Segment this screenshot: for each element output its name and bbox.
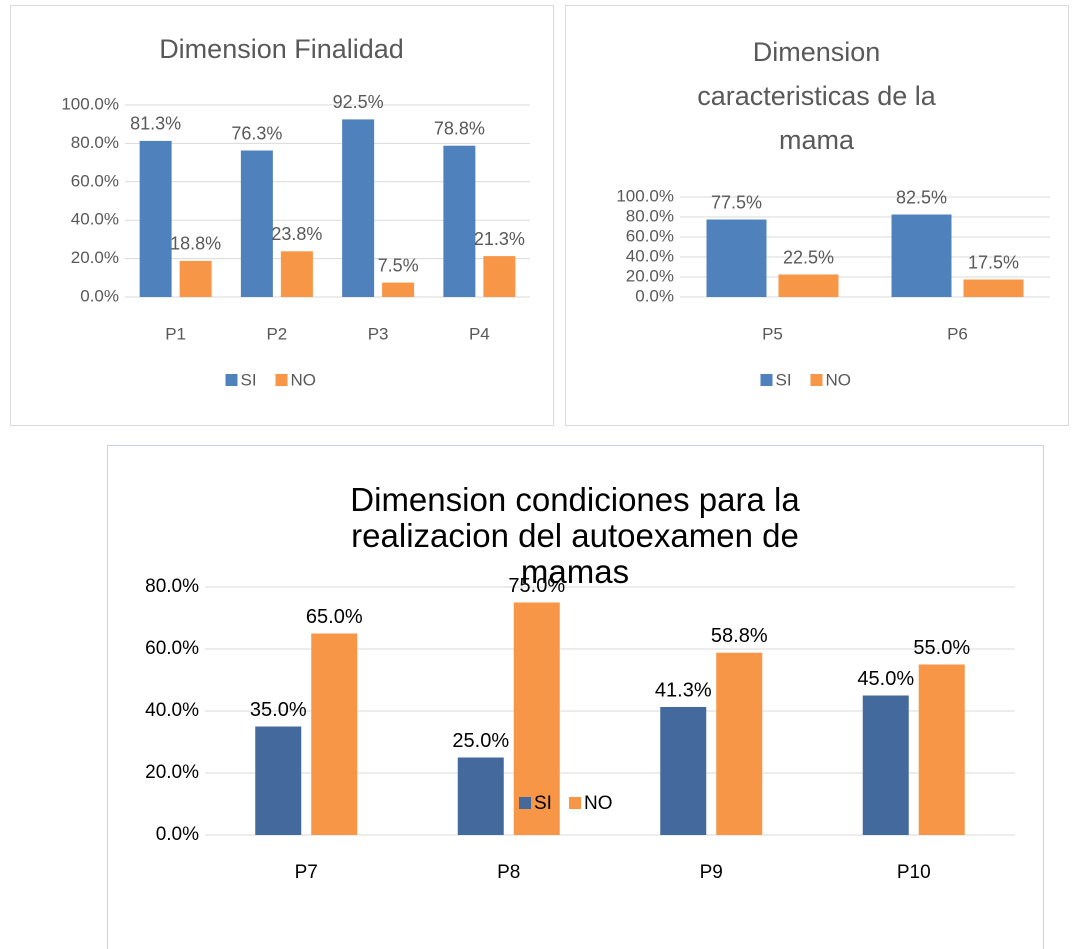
legend-label: SI [776, 370, 792, 389]
data-label: 23.8% [271, 224, 322, 244]
legend-label: SI [534, 793, 552, 814]
bar [483, 256, 516, 297]
legend-swatch [810, 374, 823, 386]
chart-frame [10, 5, 554, 426]
bar [963, 279, 1024, 297]
chart-frame [565, 5, 1069, 426]
data-label: 82.5% [896, 187, 947, 207]
legend-label: SI [241, 370, 257, 389]
y-tick-label: 40.0% [626, 246, 674, 265]
bar [255, 726, 302, 835]
bar [660, 706, 707, 835]
bar [891, 214, 952, 297]
legend-label: NO [291, 370, 317, 389]
data-label: 35.0% [250, 699, 307, 721]
bar [280, 251, 313, 297]
data-label: 75.0% [508, 575, 565, 597]
data-label: 76.3% [231, 123, 282, 143]
chart-frame [107, 445, 1044, 949]
x-tick-label: P1 [165, 324, 186, 343]
y-tick-label: 80.0% [145, 576, 199, 597]
y-tick-label: 100.0% [61, 94, 119, 113]
x-tick-label: P10 [897, 862, 931, 883]
bar [443, 145, 476, 297]
bar [716, 652, 763, 835]
legend-label: NO [584, 793, 613, 814]
data-label: 78.8% [434, 118, 485, 138]
bar [382, 282, 415, 297]
bar [513, 602, 560, 835]
y-tick-label: 40.0% [145, 700, 199, 721]
data-label: 77.5% [711, 192, 762, 212]
chart-title: Dimension condiciones para la realizacio… [350, 481, 800, 590]
data-label: 17.5% [968, 252, 1019, 272]
y-tick-label: 0.0% [635, 286, 674, 305]
chart-title: Dimension Finalidad [159, 34, 404, 64]
y-tick-label: 0.0% [156, 824, 199, 845]
chart-title: Dimension caracteristicas de la mama [697, 37, 936, 155]
legend-label: NO [826, 370, 852, 389]
data-label: 58.8% [711, 625, 768, 647]
bar [311, 633, 358, 835]
y-tick-label: 20.0% [71, 248, 119, 267]
y-tick-label: 20.0% [145, 762, 199, 783]
legend-swatch [569, 797, 581, 809]
data-label: 45.0% [857, 668, 914, 690]
data-label: 18.8% [170, 234, 221, 254]
bar [862, 695, 909, 835]
data-label: 65.0% [306, 606, 363, 628]
data-label: 7.5% [378, 255, 419, 275]
x-tick-label: P6 [947, 324, 968, 343]
bar [240, 150, 273, 297]
bar [918, 664, 965, 835]
y-tick-label: 0.0% [80, 286, 119, 305]
y-tick-label: 40.0% [71, 210, 119, 229]
data-label: 22.5% [783, 247, 834, 267]
x-tick-label: P8 [497, 862, 520, 883]
data-label: 25.0% [452, 730, 509, 752]
x-tick-label: P5 [762, 324, 783, 343]
y-tick-label: 20.0% [626, 266, 674, 285]
data-label: 81.3% [130, 114, 181, 134]
y-tick-label: 100.0% [616, 186, 674, 205]
data-label: 41.3% [655, 679, 712, 701]
data-label: 92.5% [333, 92, 384, 112]
bar [706, 219, 767, 297]
data-label: 21.3% [474, 229, 525, 249]
y-tick-label: 80.0% [626, 206, 674, 225]
x-tick-label: P3 [368, 324, 389, 343]
bar [778, 274, 839, 297]
legend-swatch [760, 374, 773, 386]
y-tick-label: 60.0% [145, 638, 199, 659]
legend-swatch [225, 374, 238, 386]
bar [457, 757, 504, 835]
x-tick-label: P9 [700, 862, 723, 883]
y-tick-label: 60.0% [626, 226, 674, 245]
legend-swatch [519, 797, 531, 809]
bar [342, 119, 375, 298]
y-tick-label: 60.0% [71, 171, 119, 190]
bar [179, 260, 212, 297]
data-label: 55.0% [913, 637, 970, 659]
x-tick-label: P4 [469, 324, 490, 343]
x-tick-label: P7 [295, 862, 318, 883]
x-tick-label: P2 [266, 324, 287, 343]
y-tick-label: 80.0% [71, 133, 119, 152]
legend-swatch [275, 374, 288, 386]
bar [139, 140, 172, 297]
